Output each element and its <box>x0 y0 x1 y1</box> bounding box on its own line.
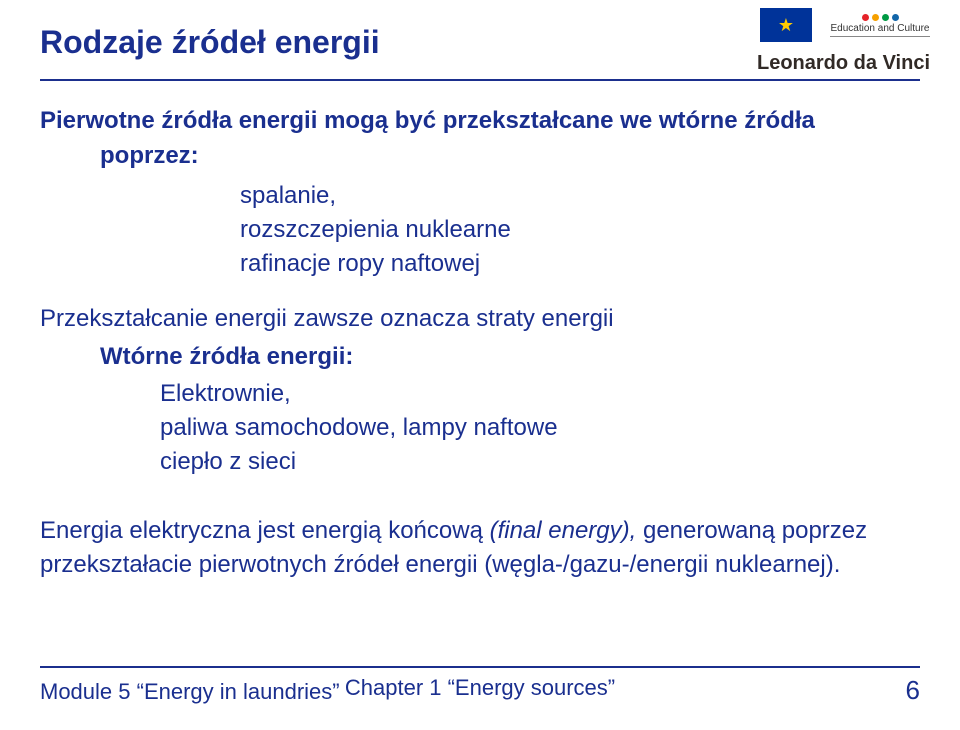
ec-underline <box>830 36 930 37</box>
final-energy-paragraph: Energia elektryczna jest energią końcową… <box>40 514 910 581</box>
ec-dot-red <box>862 14 869 21</box>
secondary-sources-list: Elektrownie, paliwa samochodowe, lampy n… <box>160 377 920 478</box>
final-para-pre: Energia elektryczna jest energią końcową <box>40 517 490 544</box>
footer-left: Module 5 “Energy in laundries” <box>40 679 340 705</box>
title-divider <box>40 79 920 81</box>
footer-center: Chapter 1 “Energy sources” <box>345 675 615 701</box>
list-item: spalanie, <box>240 179 920 213</box>
eu-stars-icon: ★ <box>778 15 794 36</box>
ec-dots-icon <box>862 14 899 21</box>
list-item: rozszczepienia nuklearne <box>240 213 920 247</box>
list-item: Elektrownie, <box>160 377 920 411</box>
leonardo-da-vinci-label: Leonardo da Vinci <box>757 52 930 75</box>
ec-dot-green <box>882 14 889 21</box>
education-culture-logo: Education and Culture <box>830 14 930 37</box>
slide-footer: Module 5 “Energy in laundries” Chapter 1… <box>40 675 920 706</box>
footer-divider <box>40 666 920 668</box>
primary-transform-list: spalanie, rozszczepienia nuklearne rafin… <box>240 179 920 280</box>
logo-group: ★ Education and Culture <box>760 8 930 42</box>
secondary-heading: Wtórne źródła energii: <box>100 340 920 374</box>
list-item: paliwa samochodowe, lampy naftowe <box>160 411 920 445</box>
ec-label: Education and Culture <box>831 23 930 34</box>
slide-container: ★ Education and Culture Leonardo da Vinc… <box>0 0 960 730</box>
ec-dot-orange <box>872 14 879 21</box>
ec-dot-blue <box>892 14 899 21</box>
intro-line-2: poprzez: <box>100 140 920 171</box>
list-item: ciepło z sieci <box>160 445 920 479</box>
loss-statement: Przekształcanie energii zawsze oznacza s… <box>40 302 920 336</box>
page-number: 6 <box>906 675 920 706</box>
list-item: rafinacje ropy naftowej <box>240 247 920 281</box>
intro-line-1: Pierwotne źródła energii mogą być przeks… <box>40 105 920 136</box>
eu-flag-icon: ★ <box>760 8 812 42</box>
final-para-italic: (final energy), <box>490 517 643 544</box>
